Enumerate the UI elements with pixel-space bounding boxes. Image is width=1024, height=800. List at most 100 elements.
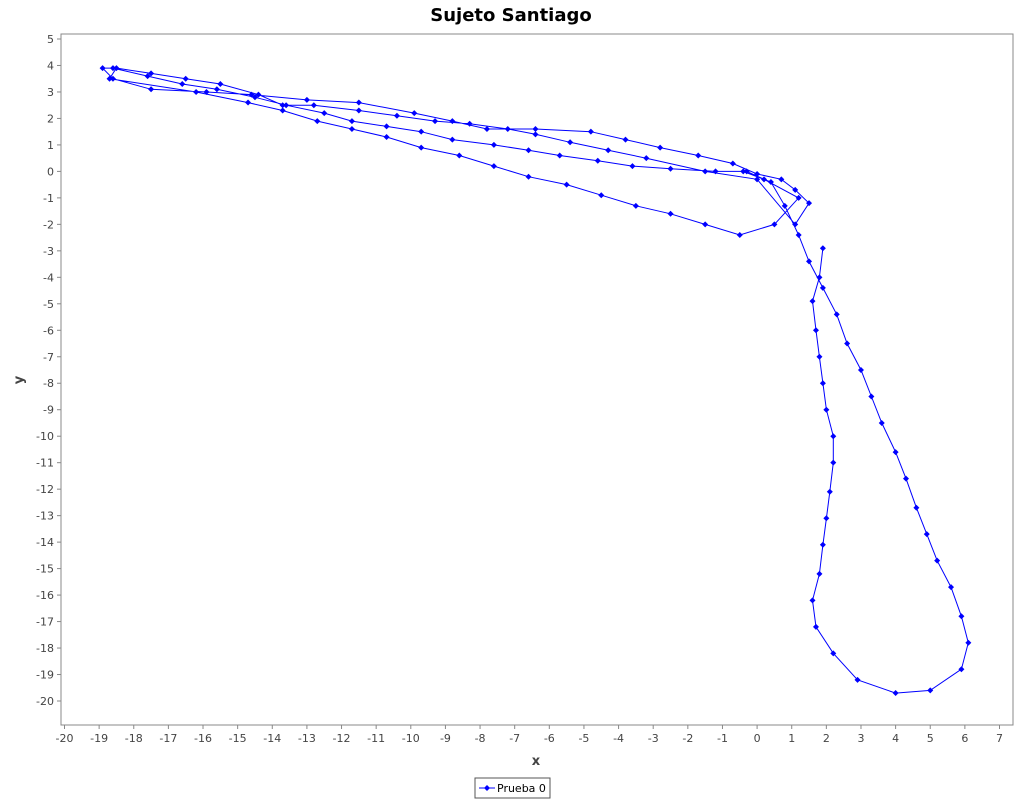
data-point bbox=[525, 147, 532, 154]
data-point bbox=[622, 136, 629, 143]
data-point bbox=[449, 118, 456, 125]
data-point bbox=[826, 488, 833, 495]
data-point bbox=[383, 133, 390, 140]
data-point bbox=[99, 65, 106, 72]
data-point bbox=[809, 298, 816, 305]
data-point bbox=[736, 231, 743, 238]
data-point bbox=[833, 311, 840, 318]
data-point bbox=[490, 163, 497, 170]
x-tick-label: 0 bbox=[754, 732, 761, 745]
data-point bbox=[251, 94, 258, 101]
legend: Prueba 0 bbox=[474, 777, 551, 799]
data-point bbox=[587, 128, 594, 135]
data-point bbox=[411, 110, 418, 117]
data-point bbox=[321, 110, 328, 117]
data-point bbox=[712, 168, 719, 175]
data-point bbox=[958, 613, 965, 620]
data-point bbox=[383, 123, 390, 130]
y-axis-label: y bbox=[12, 375, 27, 384]
data-point bbox=[819, 380, 826, 387]
x-tick-label: -16 bbox=[194, 732, 212, 745]
x-tick-label: 6 bbox=[961, 732, 968, 745]
y-tick-label: -17 bbox=[36, 616, 54, 629]
x-tick-label: -12 bbox=[333, 732, 351, 745]
data-point bbox=[310, 102, 317, 109]
data-point bbox=[965, 639, 972, 646]
data-point bbox=[868, 393, 875, 400]
data-point bbox=[823, 406, 830, 413]
data-point bbox=[643, 155, 650, 162]
data-point bbox=[283, 102, 290, 109]
y-axis: 5 4 3 2 1 0 -1 -2 -3 -4 -5 -6 -7 -8 -9 -10 -11 -12 -13 -14 -… bbox=[36, 33, 61, 708]
y-tick-label: -8 bbox=[43, 377, 54, 390]
plot-area bbox=[60, 33, 1014, 726]
data-point bbox=[629, 163, 636, 170]
data-point bbox=[778, 176, 785, 183]
data-point bbox=[816, 274, 823, 281]
data-point bbox=[729, 160, 736, 167]
data-point bbox=[113, 65, 120, 72]
data-point bbox=[702, 168, 709, 175]
series-layer bbox=[99, 65, 972, 697]
y-tick-label: -9 bbox=[43, 404, 54, 417]
data-point bbox=[348, 126, 355, 133]
y-tick-label: -2 bbox=[43, 218, 54, 231]
data-point bbox=[819, 284, 826, 291]
data-point bbox=[754, 176, 761, 183]
x-tick-label: -1 bbox=[717, 732, 728, 745]
data-point bbox=[806, 258, 813, 265]
data-point bbox=[456, 152, 463, 159]
data-point bbox=[830, 459, 837, 466]
data-point bbox=[504, 126, 511, 133]
x-tick-label: -9 bbox=[440, 732, 451, 745]
data-point bbox=[792, 186, 799, 193]
y-tick-label: -12 bbox=[36, 483, 54, 496]
data-point bbox=[754, 171, 761, 178]
data-point bbox=[532, 131, 539, 138]
x-tick-label: -3 bbox=[648, 732, 659, 745]
data-point bbox=[245, 99, 252, 106]
data-point bbox=[740, 168, 747, 175]
y-tick-label: 0 bbox=[47, 165, 54, 178]
x-tick-label: -10 bbox=[402, 732, 420, 745]
y-tick-label: 1 bbox=[47, 139, 54, 152]
data-point bbox=[483, 126, 490, 133]
y-tick-label: -7 bbox=[43, 351, 54, 364]
x-tick-label: -8 bbox=[475, 732, 486, 745]
data-point bbox=[812, 623, 819, 630]
data-point bbox=[781, 202, 788, 209]
data-point bbox=[109, 75, 116, 82]
legend-label: Prueba 0 bbox=[497, 782, 546, 795]
x-tick-label: -15 bbox=[229, 732, 247, 745]
data-point bbox=[348, 118, 355, 125]
data-point bbox=[213, 86, 220, 93]
data-point bbox=[525, 173, 532, 180]
data-point bbox=[702, 221, 709, 228]
y-tick-label: -15 bbox=[36, 563, 54, 576]
x-tick-label: -14 bbox=[263, 732, 281, 745]
data-point bbox=[878, 419, 885, 426]
x-tick-label: 2 bbox=[823, 732, 830, 745]
x-tick-label: -7 bbox=[509, 732, 520, 745]
data-point bbox=[806, 200, 813, 207]
data-point bbox=[144, 73, 151, 80]
data-point bbox=[532, 126, 539, 133]
data-point bbox=[466, 120, 473, 127]
data-point bbox=[771, 221, 778, 228]
data-point bbox=[903, 475, 909, 482]
data-point bbox=[556, 152, 563, 159]
y-tick-label: 3 bbox=[47, 86, 54, 99]
x-tick-label: -18 bbox=[125, 732, 143, 745]
x-tick-label: 1 bbox=[788, 732, 795, 745]
data-point bbox=[598, 192, 605, 199]
data-point bbox=[819, 541, 826, 548]
data-point bbox=[819, 245, 826, 252]
y-tick-label: -19 bbox=[36, 669, 54, 682]
data-point bbox=[106, 75, 113, 82]
data-point bbox=[927, 687, 934, 694]
data-point bbox=[812, 327, 819, 334]
data-point bbox=[809, 597, 816, 604]
data-point bbox=[632, 202, 639, 209]
x-tick-label: -6 bbox=[544, 732, 555, 745]
